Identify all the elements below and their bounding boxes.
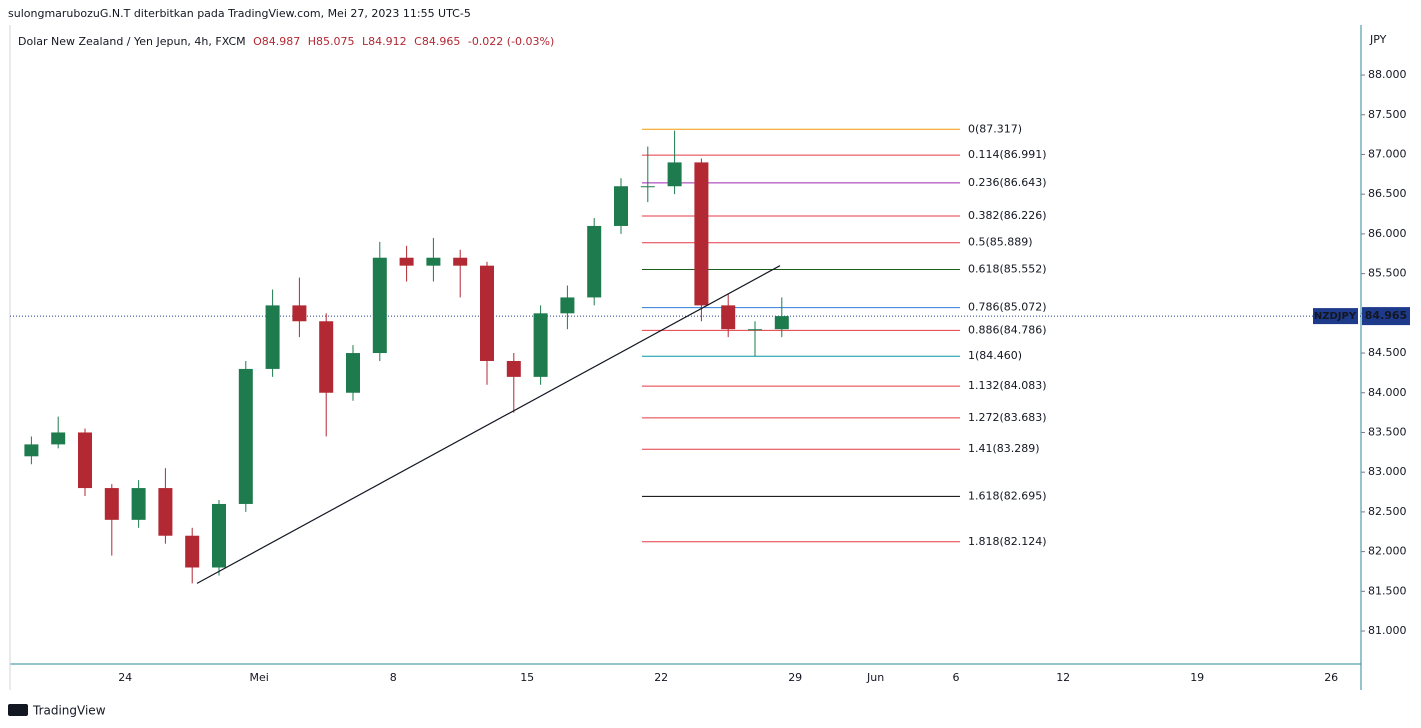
y-tick-label: 83.500: [1368, 425, 1407, 438]
attribution: sulongmarubozuG.N.T diterbitkan pada Tra…: [8, 7, 471, 20]
fib-label: 1.132(84.083): [968, 379, 1047, 392]
x-tick-label: 19: [1190, 671, 1204, 684]
candle-body: [399, 257, 414, 266]
y-tick-label: 82.000: [1368, 545, 1407, 558]
x-tick-label: Mei: [250, 671, 269, 684]
candle-body: [265, 305, 280, 369]
y-tick-label: 81.500: [1368, 584, 1407, 597]
fib-label: 1.272(83.683): [968, 411, 1047, 424]
y-tick-label: 84.500: [1368, 346, 1407, 359]
brand-logo: [8, 704, 28, 716]
candle-body: [238, 368, 253, 504]
candle-body: [24, 444, 39, 457]
candle-body: [51, 432, 66, 445]
candle-body: [453, 257, 468, 266]
x-tick-label: 8: [390, 671, 397, 684]
candle-body: [694, 162, 709, 306]
fib-label: 0.236(86.643): [968, 176, 1047, 189]
candle-body: [426, 257, 441, 266]
candle-body: [614, 186, 628, 226]
candle-body: [533, 313, 548, 377]
candle-body: [212, 503, 226, 568]
y-tick-label: 88.000: [1368, 68, 1407, 81]
candle-body: [748, 329, 762, 331]
y-tick-label: 83.000: [1368, 465, 1407, 478]
symbol: Dolar New Zealand / Yen Jepun, 4h, FXCM: [18, 35, 246, 48]
candle-body: [640, 186, 655, 188]
fib-label: 1(84.460): [968, 349, 1022, 362]
fib-label: 0.786(85.072): [968, 301, 1047, 314]
x-tick-label: 26: [1324, 671, 1338, 684]
fib-label: 0.618(85.552): [968, 262, 1047, 275]
candle-body: [78, 432, 92, 489]
fib-label: 0.5(85.889): [968, 236, 1033, 249]
x-tick-label: 24: [118, 671, 132, 684]
candle-body: [131, 488, 146, 520]
candle-body: [480, 265, 494, 361]
brand: TradingView: [32, 704, 106, 718]
candle-body: [292, 305, 307, 322]
y-tick-label: 84.000: [1368, 386, 1407, 399]
x-tick-label: Jun: [866, 671, 884, 684]
symbol-badge: [1313, 308, 1358, 325]
candle-body: [372, 257, 387, 354]
fib-label: 1.41(83.289): [968, 442, 1040, 455]
x-tick-label: 6: [953, 671, 960, 684]
ohlc-low: L84.912: [362, 35, 407, 48]
candle-body: [587, 225, 602, 298]
x-tick-label: 15: [520, 671, 534, 684]
candle-body: [104, 488, 119, 520]
x-tick-label: 22: [654, 671, 668, 684]
fib-label: 1.618(82.695): [968, 489, 1047, 502]
ohlc-high: H85.075: [307, 35, 355, 48]
y-tick-label: 81.000: [1368, 624, 1407, 637]
y-tick-label: 87.500: [1368, 108, 1407, 121]
trendline: [196, 265, 781, 584]
y-tick-label: 85.500: [1368, 267, 1407, 280]
ohlc-open: O84.987: [253, 35, 301, 48]
fib-label: 0(87.317): [968, 122, 1022, 135]
candle-body: [721, 305, 736, 330]
candle-body: [319, 321, 334, 393]
x-tick-label: 29: [788, 671, 802, 684]
candle-body: [346, 353, 360, 393]
fib-label: 1.818(82.124): [968, 535, 1047, 548]
x-tick-label: 12: [1056, 671, 1070, 684]
symbol-label: NZDJPY: [1314, 311, 1357, 322]
ohlc-close: C84.965: [414, 35, 461, 48]
candle-body: [506, 360, 521, 377]
price-badge: [1362, 307, 1410, 326]
fib-label: 0.114(86.991): [968, 148, 1047, 161]
y-tick-label: 82.500: [1368, 505, 1407, 518]
price-label: 84.965: [1365, 309, 1407, 322]
y-tick-label: 86.500: [1368, 187, 1407, 200]
candle-body: [158, 488, 173, 536]
candle-body: [185, 535, 200, 568]
y-tick-label: 86.000: [1368, 227, 1407, 240]
y-axis-unit: JPY: [1369, 33, 1387, 46]
fib-label: 0.382(86.226): [968, 209, 1047, 222]
fib-label: 0.886(84.786): [968, 323, 1047, 336]
y-tick-label: 87.000: [1368, 147, 1407, 160]
candle-body: [667, 162, 682, 187]
candle-body: [560, 297, 575, 314]
legend: Dolar New Zealand / Yen Jepun, 4h, FXCM …: [18, 35, 558, 48]
change: -0.022 (-0.03%): [467, 35, 555, 48]
candle-body: [774, 316, 789, 330]
